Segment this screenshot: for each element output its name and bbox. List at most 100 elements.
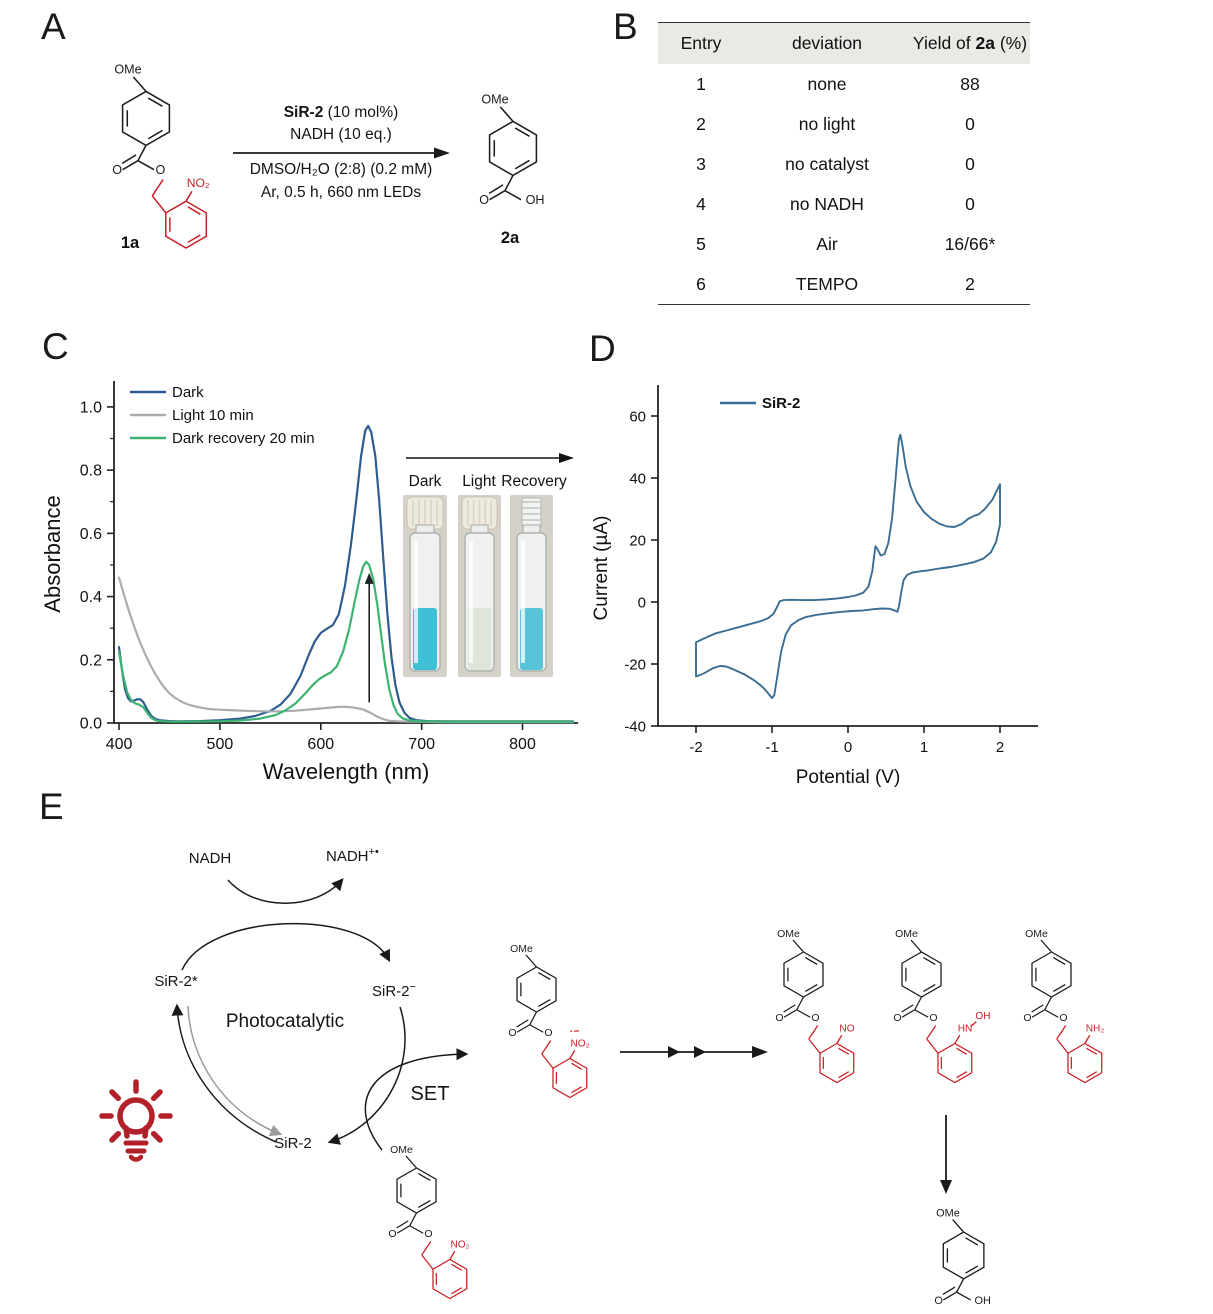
svg-text:OMe: OMe bbox=[114, 62, 141, 76]
optimization-table: Entry deviation Yield of 2a (%) 1 none 88 … bbox=[658, 22, 1030, 305]
svg-text:OH: OH bbox=[975, 1011, 990, 1022]
inset-label-recovery: Recovery bbox=[501, 473, 567, 490]
svg-text:20: 20 bbox=[629, 533, 646, 550]
compound-1a-label: 1a bbox=[121, 234, 140, 252]
molecule-substrate: OMe O O NO₂ bbox=[388, 1144, 470, 1300]
conditions-line-3: DMSO/H₂O (2:8) (0.2 mM) bbox=[249, 161, 433, 178]
svg-text:SiR-2: SiR-2 bbox=[762, 395, 800, 412]
sir2-excited-label: SiR-2* bbox=[154, 973, 198, 990]
svg-text:-20: -20 bbox=[624, 657, 646, 674]
table-row: 5 Air 16/66* bbox=[658, 224, 1030, 264]
nadh-label: NADH bbox=[189, 850, 232, 867]
light-bulb-icon bbox=[99, 1079, 173, 1162]
compound-2a-label: 2a bbox=[501, 229, 520, 247]
vial-dark bbox=[403, 495, 447, 677]
svg-text:-40: -40 bbox=[624, 719, 646, 736]
cycle-arc-excited-to-anion bbox=[181, 922, 391, 971]
panel-a-reaction-scheme: OMe O O NO₂ OMe O OH 1a 2a SiR-2 (10 mol%) NAD… bbox=[30, 0, 610, 305]
svg-text:OH: OH bbox=[975, 1295, 991, 1307]
table-row: 2 no light 0 bbox=[658, 104, 1030, 144]
svg-text:O: O bbox=[811, 1012, 819, 1024]
svg-text:HN: HN bbox=[958, 1024, 973, 1035]
decay-arrow bbox=[187, 1005, 283, 1137]
svg-text:0: 0 bbox=[638, 595, 646, 612]
svg-text:0.2: 0.2 bbox=[80, 652, 102, 669]
svg-text:OMe: OMe bbox=[895, 928, 918, 940]
inset-label-light: Light bbox=[462, 473, 496, 490]
svg-text:0.0: 0.0 bbox=[80, 716, 102, 733]
nadh-radical-cation-label: NADH+• bbox=[326, 846, 379, 865]
molecule-radical-anion: OMe O O NO₂·− bbox=[508, 943, 590, 1099]
svg-text:800: 800 bbox=[509, 736, 536, 753]
svg-text:-2: -2 bbox=[689, 739, 702, 756]
sir2-anion-label: SiR-2− bbox=[372, 981, 416, 1000]
molecule-amine: OMe O O NH₂ bbox=[1023, 928, 1105, 1084]
svg-text:NO₂: NO₂ bbox=[187, 176, 210, 190]
svg-text:·−: ·− bbox=[570, 1026, 580, 1038]
svg-text:NO: NO bbox=[839, 1024, 854, 1035]
x-axis-label: Wavelength (nm) bbox=[263, 759, 430, 784]
svg-text:600: 600 bbox=[307, 736, 334, 753]
vial-recovery bbox=[510, 495, 553, 677]
svg-text:Light 10 min: Light 10 min bbox=[172, 407, 254, 424]
conditions-line-4: Ar, 0.5 h, 660 nm LEDs bbox=[260, 184, 422, 201]
y-axis-label: Current (µA) bbox=[591, 516, 612, 621]
svg-text:O: O bbox=[1023, 1012, 1031, 1024]
svg-text:O: O bbox=[112, 163, 122, 177]
svg-text:O: O bbox=[156, 163, 166, 177]
svg-text:60: 60 bbox=[629, 409, 646, 426]
svg-text:400: 400 bbox=[106, 736, 133, 753]
svg-text:O: O bbox=[775, 1012, 783, 1024]
svg-text:O: O bbox=[544, 1027, 552, 1039]
header-deviation: deviation bbox=[791, 33, 863, 53]
svg-text:O: O bbox=[479, 193, 489, 207]
sir2-ground-label: SiR-2 bbox=[274, 1135, 312, 1152]
panel-e-label: E bbox=[39, 786, 64, 827]
conditions-line-1: SiR-2 (10 mol%) bbox=[283, 104, 399, 121]
svg-text:40: 40 bbox=[629, 471, 646, 488]
reaction-arrow bbox=[233, 147, 450, 159]
svg-text:1.0: 1.0 bbox=[80, 399, 102, 416]
svg-text:O: O bbox=[893, 1012, 901, 1024]
cuvette-photo-inset: Dark Light Recovery bbox=[403, 453, 574, 677]
set-arrow bbox=[364, 1048, 469, 1151]
molecule-product-acid: OMe O OH bbox=[934, 1207, 990, 1306]
y-axis-label: Absorbance bbox=[40, 495, 65, 612]
cyclic-voltammogram-chart: Potential (V) Current (µA) -2 -1 0 1 2 -40 -20… bbox=[591, 385, 1038, 788]
header-entry: Entry bbox=[680, 33, 722, 53]
svg-text:OMe: OMe bbox=[510, 943, 533, 955]
panel-d-label: D bbox=[589, 328, 616, 369]
table-row: 6 TEMPO 2 bbox=[658, 264, 1030, 304]
molecule-nitroso: OMe O O NO bbox=[775, 928, 855, 1084]
svg-text:OMe: OMe bbox=[936, 1207, 960, 1219]
photocatalytic-label: Photocatalytic bbox=[226, 1011, 344, 1032]
table-row: 3 no catalyst 0 bbox=[658, 144, 1030, 184]
svg-text:NH₂: NH₂ bbox=[1086, 1024, 1105, 1035]
conditions-line-2: NADH (10 eq.) bbox=[290, 126, 392, 143]
svg-text:OMe: OMe bbox=[390, 1144, 413, 1156]
panel-c-label: C bbox=[42, 326, 69, 367]
molecule-1a: OMe O O NO₂ bbox=[112, 62, 210, 249]
svg-text:700: 700 bbox=[408, 736, 435, 753]
svg-text:O: O bbox=[424, 1228, 432, 1240]
svg-text:O: O bbox=[388, 1228, 396, 1240]
svg-text:0.6: 0.6 bbox=[80, 526, 102, 543]
catalytic-cycle-arrows bbox=[171, 878, 469, 1151]
svg-text:OMe: OMe bbox=[1025, 928, 1048, 940]
svg-text:Dark: Dark bbox=[172, 384, 204, 401]
svg-text:O: O bbox=[934, 1295, 942, 1307]
multi-step-arrow bbox=[620, 1046, 768, 1058]
photocatalytic-mechanism-diagram: NADH NADH+• SiR-2* SiR-2− Photocatalytic… bbox=[99, 846, 1105, 1307]
vial-light bbox=[458, 495, 501, 677]
x-axis-label: Potential (V) bbox=[796, 767, 901, 788]
cv-legend: SiR-2 bbox=[720, 395, 800, 412]
inset-label-dark: Dark bbox=[409, 473, 442, 490]
svg-text:1: 1 bbox=[920, 739, 928, 756]
svg-text:NO₂: NO₂ bbox=[570, 1039, 589, 1050]
nadh-oxidation-arrow bbox=[227, 878, 344, 904]
spectra-legend: Dark Light 10 min Dark recovery 20 min bbox=[130, 384, 315, 447]
panel-a-label: A bbox=[41, 6, 66, 47]
panel-b-label: B bbox=[613, 6, 638, 47]
inset-arrow bbox=[406, 453, 574, 463]
table-row: 1 none 88 bbox=[658, 64, 1030, 104]
